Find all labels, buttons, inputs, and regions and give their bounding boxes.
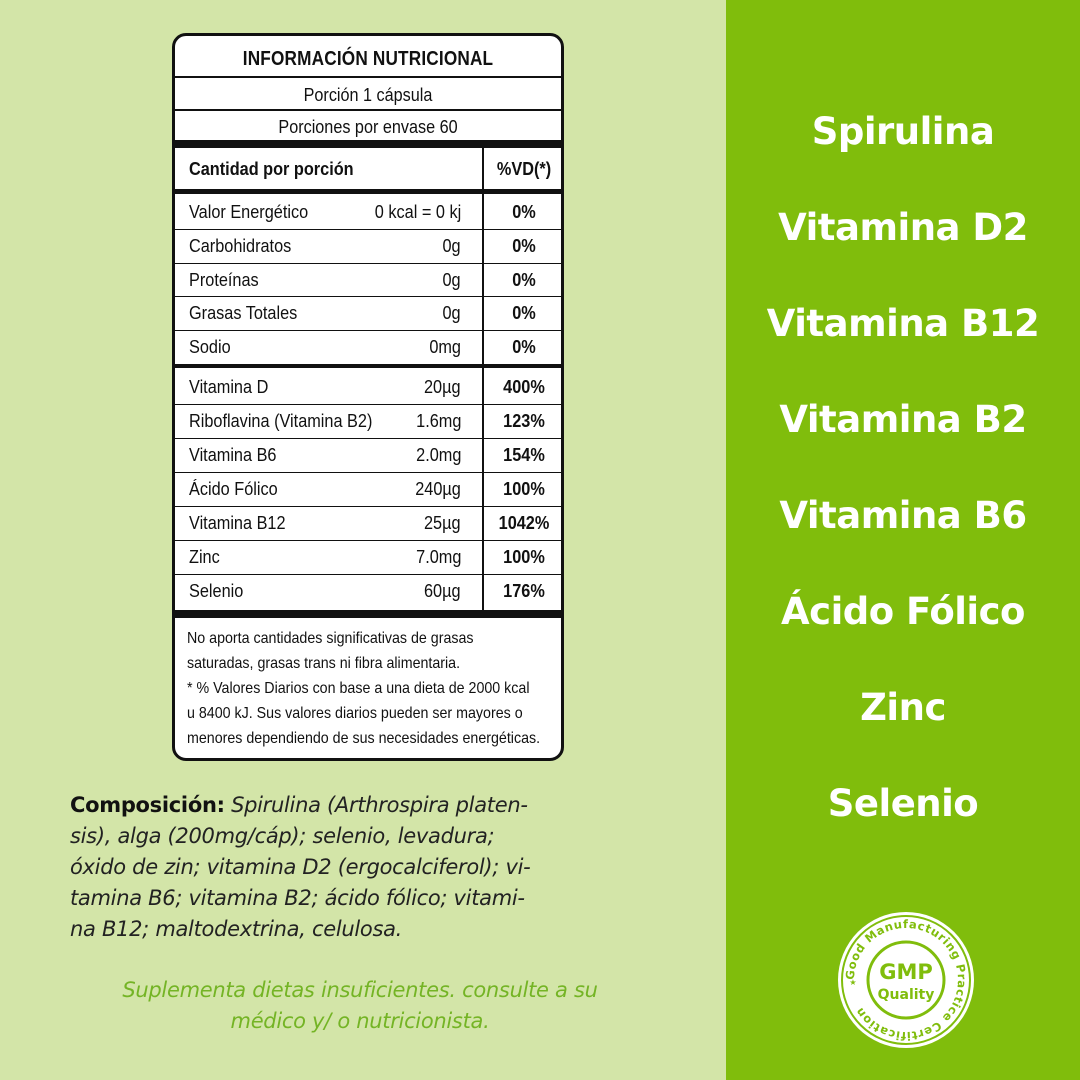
- nutrient-name: Valor Energético: [189, 201, 309, 222]
- nutrient-name: Grasas Totales: [189, 302, 298, 323]
- nutrition-facts-panel: INFORMACIÓN NUTRICIONAL Porción 1 cápsul…: [172, 33, 564, 761]
- badge-gmp-text: GMP: [879, 960, 933, 984]
- nutrient-vd: 1042%: [498, 512, 550, 533]
- row-divider: [175, 540, 561, 541]
- benefit-spirulina: Spirulina: [811, 110, 995, 153]
- nutrient-name: Vitamina B6: [189, 444, 277, 465]
- divider: [175, 189, 561, 194]
- nutrient-vd: 123%: [503, 410, 545, 431]
- benefit-vitamina-b2: Vitamina B2: [779, 398, 1027, 441]
- nutrient-amount: 0g: [442, 235, 461, 256]
- composition-segment: na B12; maltodextrina, celulosa.: [70, 917, 403, 941]
- nutrient-amount: 240µg: [415, 478, 461, 499]
- row-divider: [175, 506, 561, 507]
- advice-text: Suplementa dietas insuficientes. consult…: [40, 975, 680, 1037]
- composition-line: na B12; maltodextrina, celulosa.: [70, 914, 660, 945]
- composition-segment: óxido de zin; vitamina D2 (ergocalcifero…: [70, 855, 531, 879]
- composition-line: sis), alga (200mg/cáp); selenio, levadur…: [70, 821, 660, 852]
- footnote-line: * % Valores Diarios con base a una dieta…: [187, 680, 530, 697]
- nutrient-vd: 0%: [512, 235, 536, 256]
- row-divider: [175, 330, 561, 331]
- advice-line: Suplementa dietas insuficientes. consult…: [122, 978, 598, 1002]
- composition-text: Composición: Spirulina (Arthrospira plat…: [70, 790, 660, 945]
- divider: [175, 109, 561, 111]
- gmp-quality-badge-icon: Good Manufacturing Practice Certificatio…: [838, 912, 974, 1048]
- benefit-vitamina-b6: Vitamina B6: [779, 494, 1027, 537]
- composition-segment: tamina B6; vitamina B2; ácido fólico; vi…: [70, 886, 525, 910]
- header-daily-value: %VD(*): [496, 158, 552, 179]
- nutrient-amount: 60µg: [424, 580, 461, 601]
- nutrient-amount: 7.0mg: [415, 546, 461, 567]
- nutrient-amount: 25µg: [424, 512, 461, 533]
- footnote-line: menores dependiendo de sus necesidades e…: [187, 730, 541, 747]
- benefit-selenio: Selenio: [827, 782, 979, 825]
- nutrient-name: Carbohidratos: [189, 235, 292, 256]
- nutrient-vd: 154%: [503, 444, 545, 465]
- nutrient-amount: 1.6mg: [415, 410, 461, 431]
- benefits-panel: Spirulina Vitamina D2 Vitamina B12 Vitam…: [726, 0, 1080, 1080]
- row-divider: [175, 404, 561, 405]
- thick-divider: [175, 610, 561, 618]
- benefit-vitamina-d2: Vitamina D2: [778, 206, 1028, 249]
- nutrition-footnote: No aporta cantidades significativas de g…: [187, 626, 543, 751]
- row-divider: [175, 574, 561, 575]
- column-divider: [482, 148, 484, 612]
- nutrient-amount: 0g: [442, 302, 461, 323]
- row-divider: [175, 263, 561, 264]
- nutrient-amount: 0mg: [429, 336, 461, 357]
- nutrient-vd: 0%: [512, 269, 536, 290]
- nutrient-amount: 20µg: [424, 376, 461, 397]
- divider: [175, 76, 561, 78]
- nutrient-vd: 0%: [512, 302, 536, 323]
- header-amount-per-serving: Cantidad por porción: [189, 158, 354, 179]
- benefit-acido-folico: Ácido Fólico: [781, 590, 1025, 633]
- nutrient-name: Zinc: [189, 546, 220, 567]
- serving-size: Porción 1 cápsula: [303, 85, 433, 105]
- footnote-line: No aporta cantidades significativas de g…: [187, 630, 474, 647]
- composition-segment: Spirulina (Arthrospira platen-: [224, 793, 528, 817]
- nutrient-vd: 400%: [503, 376, 545, 397]
- star-icon: ★: [849, 978, 856, 987]
- nutrient-name: Vitamina B12: [189, 512, 286, 533]
- nutrition-title: INFORMACIÓN NUTRICIONAL: [242, 48, 494, 70]
- footnote-line: saturadas, grasas trans ni fibra aliment…: [187, 655, 461, 672]
- composition-line: tamina B6; vitamina B2; ácido fólico; vi…: [70, 883, 660, 914]
- nutrient-name: Selenio: [189, 580, 244, 601]
- row-divider: [175, 296, 561, 297]
- nutrient-amount: 0 kcal = 0 kj: [374, 201, 461, 222]
- nutrient-name: Proteínas: [189, 269, 259, 290]
- nutrient-name: Vitamina D: [189, 376, 269, 397]
- nutrient-vd: 100%: [503, 546, 545, 567]
- nutrient-amount: 0g: [442, 269, 461, 290]
- nutrient-amount: 2.0mg: [415, 444, 461, 465]
- footnote-line: u 8400 kJ. Sus valores diarios pueden se…: [187, 705, 523, 722]
- badge-quality-text: Quality: [878, 987, 935, 1003]
- advice-line: médico y/ o nutricionista.: [230, 1009, 490, 1033]
- nutrient-name: Ácido Fólico: [189, 478, 278, 499]
- row-divider: [175, 472, 561, 473]
- benefit-vitamina-b12: Vitamina B12: [766, 302, 1040, 345]
- row-divider: [175, 229, 561, 230]
- servings-per-container: Porciones por envase 60: [278, 117, 458, 137]
- composition-segment: sis), alga (200mg/cáp); selenio, levadur…: [70, 824, 495, 848]
- nutrient-vd: 0%: [512, 201, 536, 222]
- composition-line: Composición: Spirulina (Arthrospira plat…: [70, 790, 660, 821]
- section-divider: [175, 364, 561, 368]
- composition-label: Composición:: [70, 793, 225, 817]
- benefit-zinc: Zinc: [860, 686, 946, 729]
- nutrient-name: Riboflavina (Vitamina B2): [189, 410, 373, 431]
- row-divider: [175, 438, 561, 439]
- nutrient-vd: 176%: [503, 580, 545, 601]
- nutrient-vd: 0%: [512, 336, 536, 357]
- nutrient-name: Sodio: [189, 336, 231, 357]
- nutrient-vd: 100%: [503, 478, 545, 499]
- composition-line: óxido de zin; vitamina D2 (ergocalcifero…: [70, 852, 660, 883]
- thick-divider: [175, 140, 561, 148]
